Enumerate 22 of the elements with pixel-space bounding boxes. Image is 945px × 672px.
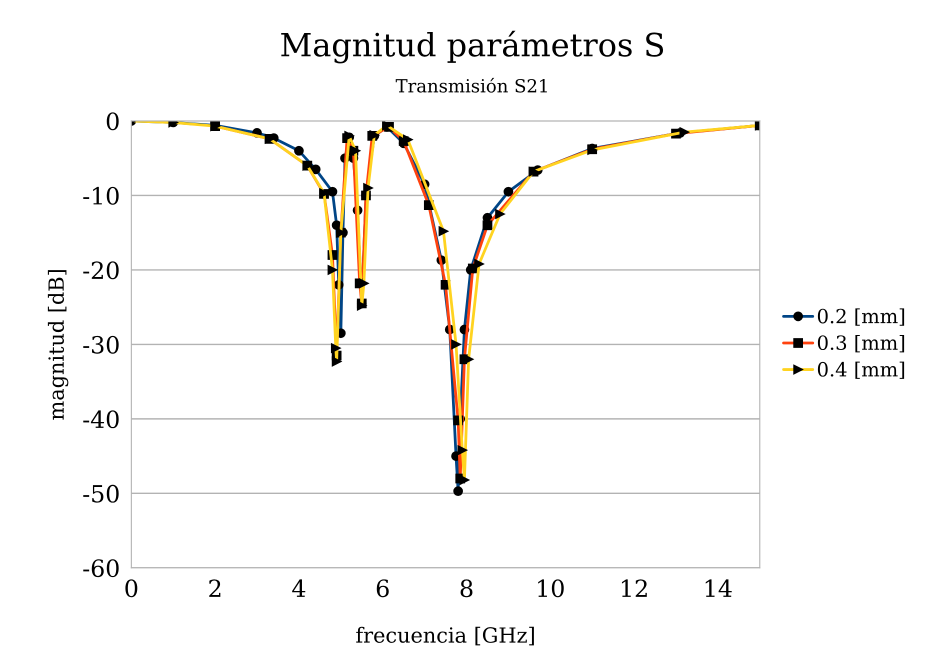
x-tick-label: 0 <box>125 579 138 598</box>
y-tick-label: -60 <box>83 559 119 578</box>
x-tick-label: 6 <box>376 579 389 598</box>
x-tick-label: 4 <box>292 579 306 597</box>
legend-label: 0.3 [mm] <box>818 334 904 352</box>
y-axis-title: magnitud [dB] <box>48 270 68 420</box>
x-tick-label: 8 <box>460 579 472 598</box>
legend-label: 0.2 [mm] <box>818 308 904 326</box>
chart-subtitle: Transmisión S21 <box>396 78 547 93</box>
y-tick-label: -50 <box>83 484 119 503</box>
chart-title: Magnitud parámetros S <box>281 30 664 64</box>
y-tick-label: 0 <box>106 112 119 130</box>
x-axis-title: frecuencia [GHz] <box>356 626 534 646</box>
y-tick-label: -40 <box>83 410 119 428</box>
x-tick-label: 14 <box>706 579 732 597</box>
y-tick-label: -20 <box>83 261 119 280</box>
legend-label: 0.4 [mm] <box>818 362 904 379</box>
y-tick-label: -10 <box>83 186 119 205</box>
x-tick-label: 2 <box>209 579 220 597</box>
x-tick-label: 10 <box>538 579 564 598</box>
y-tick-label: -30 <box>83 336 119 354</box>
x-tick-label: 12 <box>622 579 647 597</box>
